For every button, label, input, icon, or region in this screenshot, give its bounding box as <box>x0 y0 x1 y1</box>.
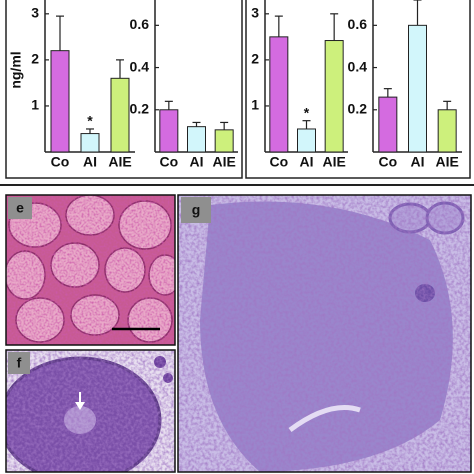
panel-border <box>5 194 176 346</box>
x-tick-label: Co <box>51 154 70 170</box>
bar <box>408 24 427 153</box>
x-tick-label: AIE <box>212 154 235 170</box>
bar <box>297 128 316 153</box>
y-tick-label: 1 <box>31 97 39 113</box>
bar <box>324 40 344 153</box>
y-axis-label: ng/ml <box>8 51 24 88</box>
panel-label-box <box>181 197 211 223</box>
x-tick-label: AI <box>300 154 314 170</box>
bar <box>110 77 130 153</box>
y-tick-label: 3 <box>31 5 39 21</box>
bar <box>214 129 234 153</box>
y-tick-label: 1 <box>251 97 259 113</box>
x-tick-label: Co <box>269 154 288 170</box>
y-tick-label: 2 <box>31 51 39 67</box>
y-tick-label: 0.4 <box>348 58 368 74</box>
y-tick-label: 0.2 <box>348 100 368 116</box>
x-tick-label: AIE <box>435 154 458 170</box>
bar <box>269 36 289 153</box>
y-tick-label: 0.6 <box>348 16 368 32</box>
x-tick-label: AI <box>190 154 204 170</box>
x-tick-label: AI <box>83 154 97 170</box>
y-tick-label: 0.2 <box>130 100 150 116</box>
panel-label-box <box>8 197 32 219</box>
bar <box>378 96 398 153</box>
y-tick-label: 0.4 <box>130 58 150 74</box>
x-tick-label: Co <box>378 154 397 170</box>
micrograph-g <box>178 195 471 472</box>
bar <box>159 109 179 153</box>
panel-label: f <box>17 355 22 371</box>
x-tick-label: AIE <box>322 154 345 170</box>
bar <box>50 50 70 153</box>
annotation: * <box>87 113 93 129</box>
annotation: * <box>304 104 310 120</box>
y-tick-label: 0.6 <box>130 16 150 32</box>
x-tick-label: Co <box>159 154 178 170</box>
micrograph-f <box>6 350 175 472</box>
panel-label-box <box>8 352 30 374</box>
y-tick-label: 2 <box>251 51 259 67</box>
bar <box>187 126 206 153</box>
panel-border <box>5 349 176 473</box>
bar <box>437 109 457 153</box>
frame <box>5 0 243 179</box>
panel-label: g <box>192 202 201 218</box>
micrograph-e <box>6 195 175 345</box>
panel-label: e <box>16 200 24 216</box>
panel-border <box>177 194 472 473</box>
x-tick-label: AIE <box>108 154 131 170</box>
frame <box>245 0 471 179</box>
bar <box>80 133 100 153</box>
y-tick-label: 3 <box>251 5 259 21</box>
x-tick-label: AI <box>411 154 425 170</box>
